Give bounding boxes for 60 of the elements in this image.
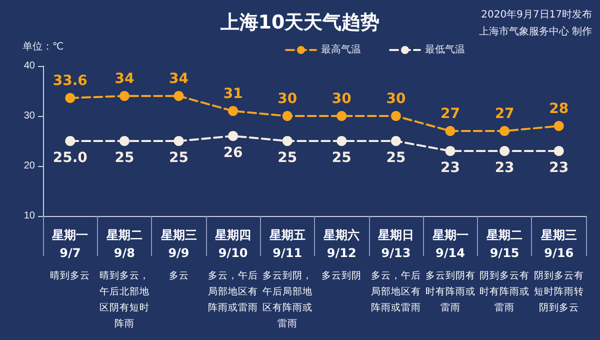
- data-label: 30: [332, 91, 352, 107]
- y-axis-title: 单位：℃: [22, 40, 64, 52]
- point: [500, 126, 510, 136]
- legend-label: 最高气温: [321, 44, 361, 56]
- point: [554, 146, 564, 156]
- data-label: 23: [549, 160, 569, 176]
- data-label: 34: [114, 71, 134, 87]
- data-label: 30: [278, 91, 298, 107]
- data-label: 30: [386, 91, 406, 107]
- point: [445, 126, 456, 136]
- x-tick-label: 星期三 9/16 阴到多云有短时阵雨转阴到多云: [534, 228, 584, 314]
- data-label: 25.0: [52, 150, 88, 166]
- point: [390, 136, 401, 146]
- x-tick-label: 星期一 9/7 晴到多云: [50, 228, 90, 282]
- x-tick-label: 星期三 9/9 多云: [160, 228, 197, 282]
- legend-label: 最低气温: [425, 44, 465, 56]
- text: 上海市气象服务中心 制作: [478, 26, 592, 38]
- data-label: 23: [440, 160, 460, 176]
- data-label: 31: [223, 86, 243, 102]
- data-label: 25: [386, 150, 406, 166]
- data-label: 27: [494, 106, 514, 122]
- point: [228, 131, 238, 141]
- data-label: 33.6: [52, 73, 88, 89]
- x-tick-label: 星期四 9/10 多云，午后局部地区有阵雨或雷雨: [208, 228, 258, 314]
- point: [174, 91, 184, 101]
- point: [554, 121, 564, 131]
- data-label: 25: [169, 150, 188, 166]
- x-tick-label: 星期日 9/13 多云，午后局部地区有阵雨或雷雨: [370, 228, 421, 314]
- y-tick-label: 30: [24, 110, 36, 122]
- data-label: 25: [332, 150, 352, 166]
- x-tick-label: 星期一 9/14 多云到阴有时有阵雨或雷雨: [425, 228, 476, 314]
- x-tick-label: 星期二 9/15 阴到多云有时有阵雨或雷雨: [480, 228, 530, 314]
- data-label: 25: [114, 150, 134, 166]
- point: [65, 93, 76, 103]
- point: [119, 136, 130, 146]
- data-label: 27: [440, 106, 460, 122]
- y-tick-label: 40: [24, 60, 36, 72]
- data-label: 28: [549, 101, 569, 117]
- point: [336, 136, 347, 146]
- point: [65, 136, 76, 146]
- point: [500, 146, 510, 156]
- data-label: 25: [278, 150, 298, 166]
- data-label: 23: [494, 160, 514, 176]
- point: [282, 111, 292, 121]
- point: [336, 111, 347, 121]
- y-tick-label: 10: [24, 210, 36, 222]
- point: [228, 106, 238, 116]
- point: [174, 136, 184, 146]
- point: [445, 146, 456, 156]
- point: [282, 136, 292, 146]
- chart-title: 上海10天天气趋势: [219, 12, 380, 34]
- x-tick-label: 星期六 9/12 多云到阴: [322, 228, 362, 282]
- point: [119, 91, 130, 101]
- data-label: 34: [169, 71, 189, 87]
- text: 2020年9月7日17时发布: [481, 8, 592, 20]
- point: [390, 111, 401, 121]
- x-tick-label: 星期五 9/11 多云到阴，午后局部地区有阵雨或雷雨: [262, 228, 312, 330]
- data-label: 26: [223, 145, 243, 161]
- y-tick-label: 20: [24, 160, 36, 172]
- x-tick-label: 星期二 9/8 晴到多云，午后北部地区阴有短时阵雨: [99, 228, 150, 330]
